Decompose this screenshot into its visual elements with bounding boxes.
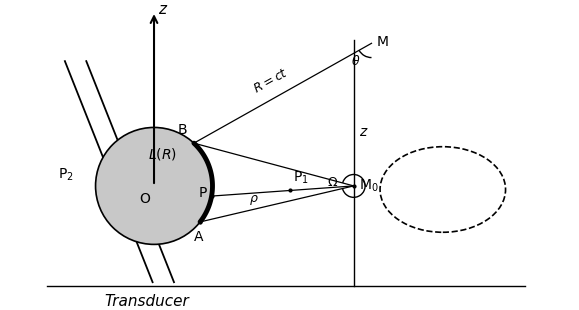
Circle shape bbox=[96, 127, 212, 244]
Text: $\theta$: $\theta$ bbox=[351, 54, 361, 68]
Text: $z$: $z$ bbox=[358, 126, 368, 140]
Text: A: A bbox=[194, 230, 203, 245]
Text: P: P bbox=[199, 186, 207, 200]
Text: M$_0$: M$_0$ bbox=[360, 178, 379, 194]
Text: P$_2$: P$_2$ bbox=[58, 167, 74, 184]
Text: $R = ct$: $R = ct$ bbox=[251, 65, 291, 95]
Text: $\Omega$: $\Omega$ bbox=[327, 176, 338, 189]
Text: $\rho$: $\rho$ bbox=[250, 193, 259, 207]
Text: O: O bbox=[139, 192, 150, 206]
Text: $z$: $z$ bbox=[158, 2, 168, 16]
Text: P$_1$: P$_1$ bbox=[294, 170, 309, 186]
Text: B: B bbox=[177, 123, 187, 137]
Text: M: M bbox=[376, 35, 389, 49]
Text: $L(R)$: $L(R)$ bbox=[148, 146, 177, 162]
Text: Transducer: Transducer bbox=[105, 294, 189, 309]
